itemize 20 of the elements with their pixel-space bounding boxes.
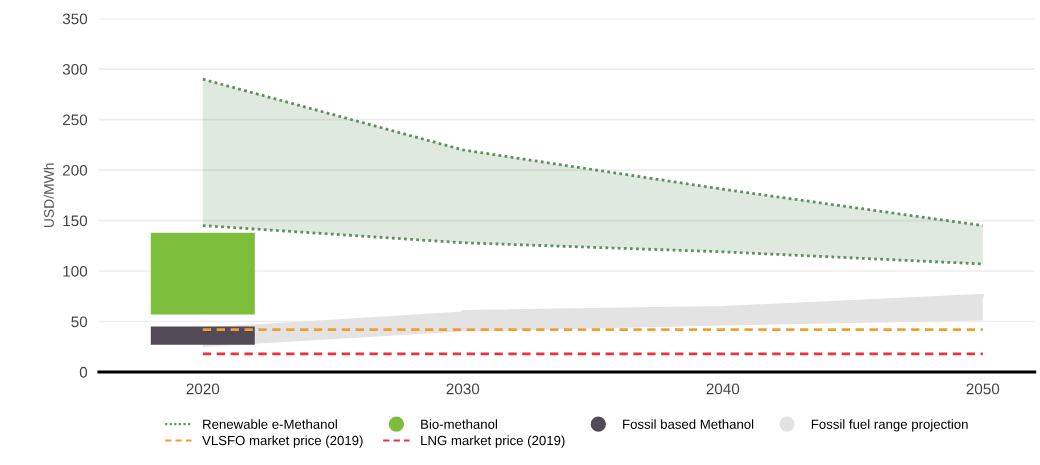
x-tick-label: 2030 [446, 383, 480, 395]
x-tick-label: 2040 [706, 383, 740, 395]
y-tick-label: 250 [62, 114, 88, 126]
y-tick-label: 300 [62, 63, 88, 75]
legend-label: Renewable e-Methanol [203, 419, 337, 429]
legend-label: Fossil based Methanol [623, 419, 754, 429]
y-tick-label: 150 [63, 215, 88, 227]
x-tick-label: 2020 [186, 383, 220, 395]
y-tick-label: 0 [79, 366, 88, 378]
y-tick-label: 50 [71, 316, 88, 328]
y-axis-title: USD/MWh [43, 163, 54, 228]
legend-label: LNG market price (2019) [421, 435, 565, 448]
y-tick-label: 100 [63, 265, 88, 277]
legend-label: Fossil fuel range projection [811, 419, 968, 432]
y-tick-label: 200 [62, 164, 88, 176]
line-series [201, 77, 985, 227]
y-tick-label: 350 [62, 13, 88, 25]
x-tick-label: 2050 [966, 383, 1000, 395]
legend-label: VLSFO market price (2019) [202, 435, 363, 448]
legend-label: Bio-methanol [421, 419, 497, 429]
